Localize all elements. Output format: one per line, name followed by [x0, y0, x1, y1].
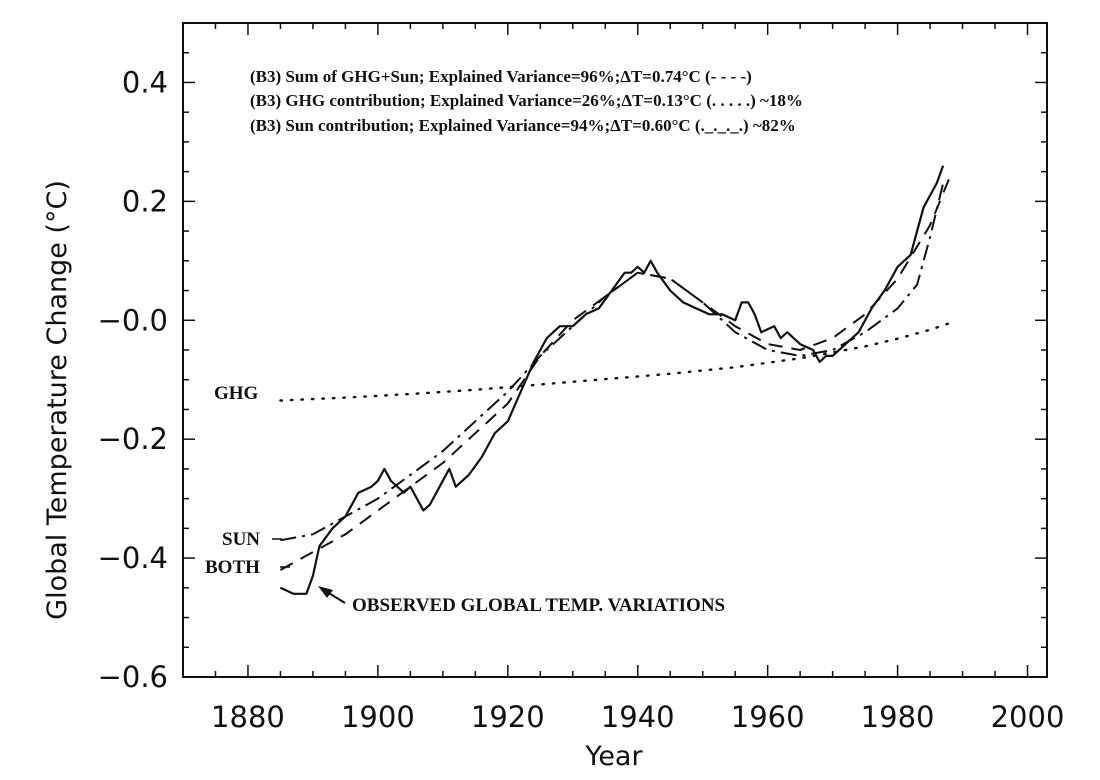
series-line-both: [279, 177, 951, 571]
x-tick-label: 1900: [341, 700, 415, 734]
series-line-ghg: [279, 322, 951, 402]
series-label-ghg: GHG: [214, 383, 259, 404]
x-tick-label: 1940: [601, 700, 675, 734]
series-lines: [279, 165, 951, 595]
legend-entry-ghg: (B3) GHG contribution; Explained Varianc…: [250, 91, 803, 110]
series-label-sun: SUN: [222, 529, 260, 550]
legend-entry-both: (B3) Sum of GHG+Sun; Explained Variance=…: [250, 67, 752, 86]
y-tick-label: 0.4: [122, 65, 168, 99]
x-tick-label: 1980: [861, 700, 935, 734]
x-tick-label: 1960: [731, 700, 805, 734]
legend-entry-sun: (B3) Sun contribution; Explained Varianc…: [250, 116, 796, 135]
series-line-sun: [280, 183, 945, 542]
annotation-arrow: [318, 586, 346, 604]
series-label-both: BOTH: [205, 557, 260, 578]
y-tick-label: −0.4: [98, 541, 168, 575]
x-tick-label: 1880: [211, 700, 285, 734]
axis-ticks: [183, 22, 1047, 678]
x-tick-labels: 1880 1900 1920 1940 1960 1980 2000: [211, 700, 1064, 734]
x-tick-label: 2000: [991, 700, 1065, 734]
y-axis-title: Global Temperature Change (°C): [42, 180, 73, 620]
y-tick-label: 0.2: [122, 184, 168, 218]
y-tick-labels: −0.6 −0.4 −0.2 −0.0 0.2 0.4: [98, 65, 168, 694]
x-axis-title: Year: [584, 741, 643, 772]
y-tick-label: −0.2: [98, 422, 168, 456]
y-tick-label: −0.6: [98, 660, 168, 694]
x-tick-label: 1920: [471, 700, 545, 734]
y-tick-label: −0.0: [98, 303, 168, 337]
series-line-observed: [279, 165, 945, 595]
annotation-observed: OBSERVED GLOBAL TEMP. VARIATIONS: [352, 595, 725, 616]
